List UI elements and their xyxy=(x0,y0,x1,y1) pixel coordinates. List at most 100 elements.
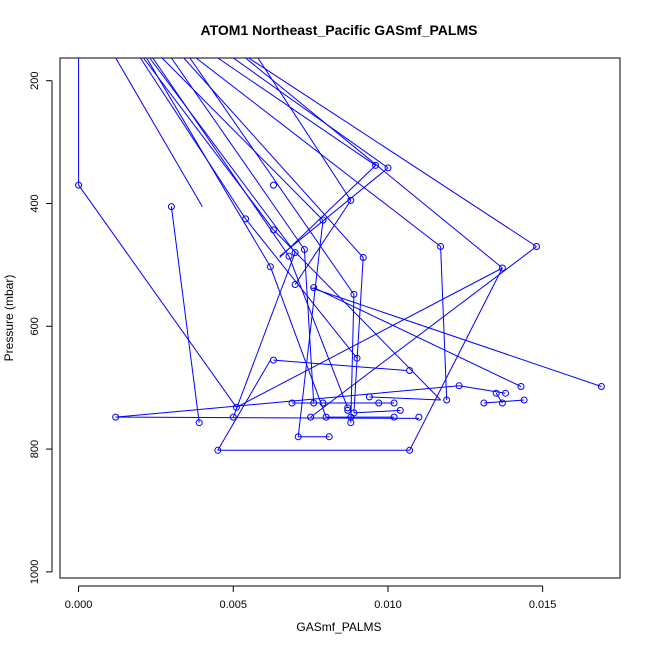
data-point xyxy=(319,399,327,407)
series-line xyxy=(279,165,376,258)
series-line xyxy=(183,58,364,258)
data-point xyxy=(350,290,358,298)
data-point xyxy=(347,419,355,427)
x-axis-label: GASmf_PALMS xyxy=(296,620,381,634)
series-line xyxy=(269,266,327,418)
data-point xyxy=(406,367,414,374)
series-line xyxy=(195,58,441,247)
series-line xyxy=(353,257,364,413)
data-point xyxy=(214,446,222,454)
chart-title: ATOM1 Northeast_Pacific GASmf_PALMS xyxy=(201,22,478,38)
data-point xyxy=(310,399,318,407)
series-line xyxy=(459,385,506,394)
data-point xyxy=(195,419,203,427)
data-point xyxy=(75,181,83,189)
series-line xyxy=(495,392,503,404)
x-tick-label: 0.000 xyxy=(65,599,93,611)
y-tick-label: 200 xyxy=(29,72,41,90)
series-line xyxy=(236,267,503,408)
y-tick-label: 400 xyxy=(29,194,41,212)
series-line xyxy=(483,399,525,404)
data-point xyxy=(344,406,352,414)
series-line xyxy=(217,58,376,166)
series-line xyxy=(409,267,503,451)
series-line xyxy=(279,167,389,257)
series-line xyxy=(350,294,355,423)
series-line xyxy=(170,58,305,250)
series-line xyxy=(294,200,352,285)
y-tick-label: 600 xyxy=(29,317,41,335)
series-line xyxy=(143,58,274,231)
series-line xyxy=(232,252,296,418)
data-point xyxy=(517,383,525,390)
series-line xyxy=(115,416,419,419)
series-line xyxy=(152,58,290,257)
data-point xyxy=(502,389,509,397)
y-tick-label: 1000 xyxy=(29,560,41,584)
data-point xyxy=(492,389,500,397)
x-tick-label: 0.005 xyxy=(219,599,247,611)
data-point xyxy=(322,413,330,421)
series-line xyxy=(146,58,271,267)
data-point xyxy=(597,383,605,390)
data-point xyxy=(443,396,451,404)
data-point xyxy=(285,252,293,260)
series-line xyxy=(161,58,324,221)
data-point xyxy=(390,413,398,421)
data-point xyxy=(498,264,506,272)
data-point xyxy=(242,215,250,223)
data-point xyxy=(229,413,237,421)
series-line xyxy=(233,58,389,169)
data-point xyxy=(533,243,540,250)
data-point xyxy=(480,399,488,407)
series-line xyxy=(257,58,352,201)
data-point xyxy=(112,413,120,421)
series-line xyxy=(369,396,441,401)
x-tick-label: 0.010 xyxy=(374,599,402,611)
x-tick-label: 0.015 xyxy=(529,599,557,611)
data-point xyxy=(520,396,528,404)
data-point xyxy=(384,164,392,172)
series-line xyxy=(310,287,602,387)
series-line xyxy=(149,58,296,253)
y-axis-label: Pressure (mbar) xyxy=(2,275,16,362)
series-line xyxy=(273,359,407,371)
data-point xyxy=(375,399,383,407)
data-point xyxy=(353,354,361,362)
data-point xyxy=(396,406,404,414)
series-lines xyxy=(78,58,602,451)
data-point xyxy=(347,196,355,204)
series-line xyxy=(139,58,247,220)
series-line xyxy=(170,206,200,423)
series-points xyxy=(75,161,605,454)
series-line xyxy=(189,58,355,295)
data-point xyxy=(319,216,327,224)
y-axis: 200 400 600 800 1000 xyxy=(29,72,53,584)
data-point xyxy=(307,413,315,421)
data-point xyxy=(365,393,373,401)
series-line xyxy=(115,385,460,418)
data-point xyxy=(291,249,299,257)
data-point xyxy=(437,243,445,250)
series-line xyxy=(440,246,448,401)
series-line xyxy=(78,184,237,408)
x-axis: 0.000 0.005 0.010 0.015 xyxy=(65,585,557,611)
data-point xyxy=(390,399,398,407)
data-point xyxy=(288,399,296,407)
data-point xyxy=(372,161,380,169)
data-point xyxy=(291,281,299,288)
data-point xyxy=(167,203,175,211)
data-point xyxy=(498,399,506,407)
data-point xyxy=(266,263,274,271)
data-point xyxy=(359,254,367,261)
series-line xyxy=(297,220,324,437)
data-point xyxy=(270,181,277,189)
data-point xyxy=(325,433,333,441)
data-point xyxy=(455,382,463,390)
series-line xyxy=(353,409,401,414)
data-point xyxy=(270,226,277,234)
series-line xyxy=(313,287,522,387)
y-tick-label: 800 xyxy=(29,440,41,458)
